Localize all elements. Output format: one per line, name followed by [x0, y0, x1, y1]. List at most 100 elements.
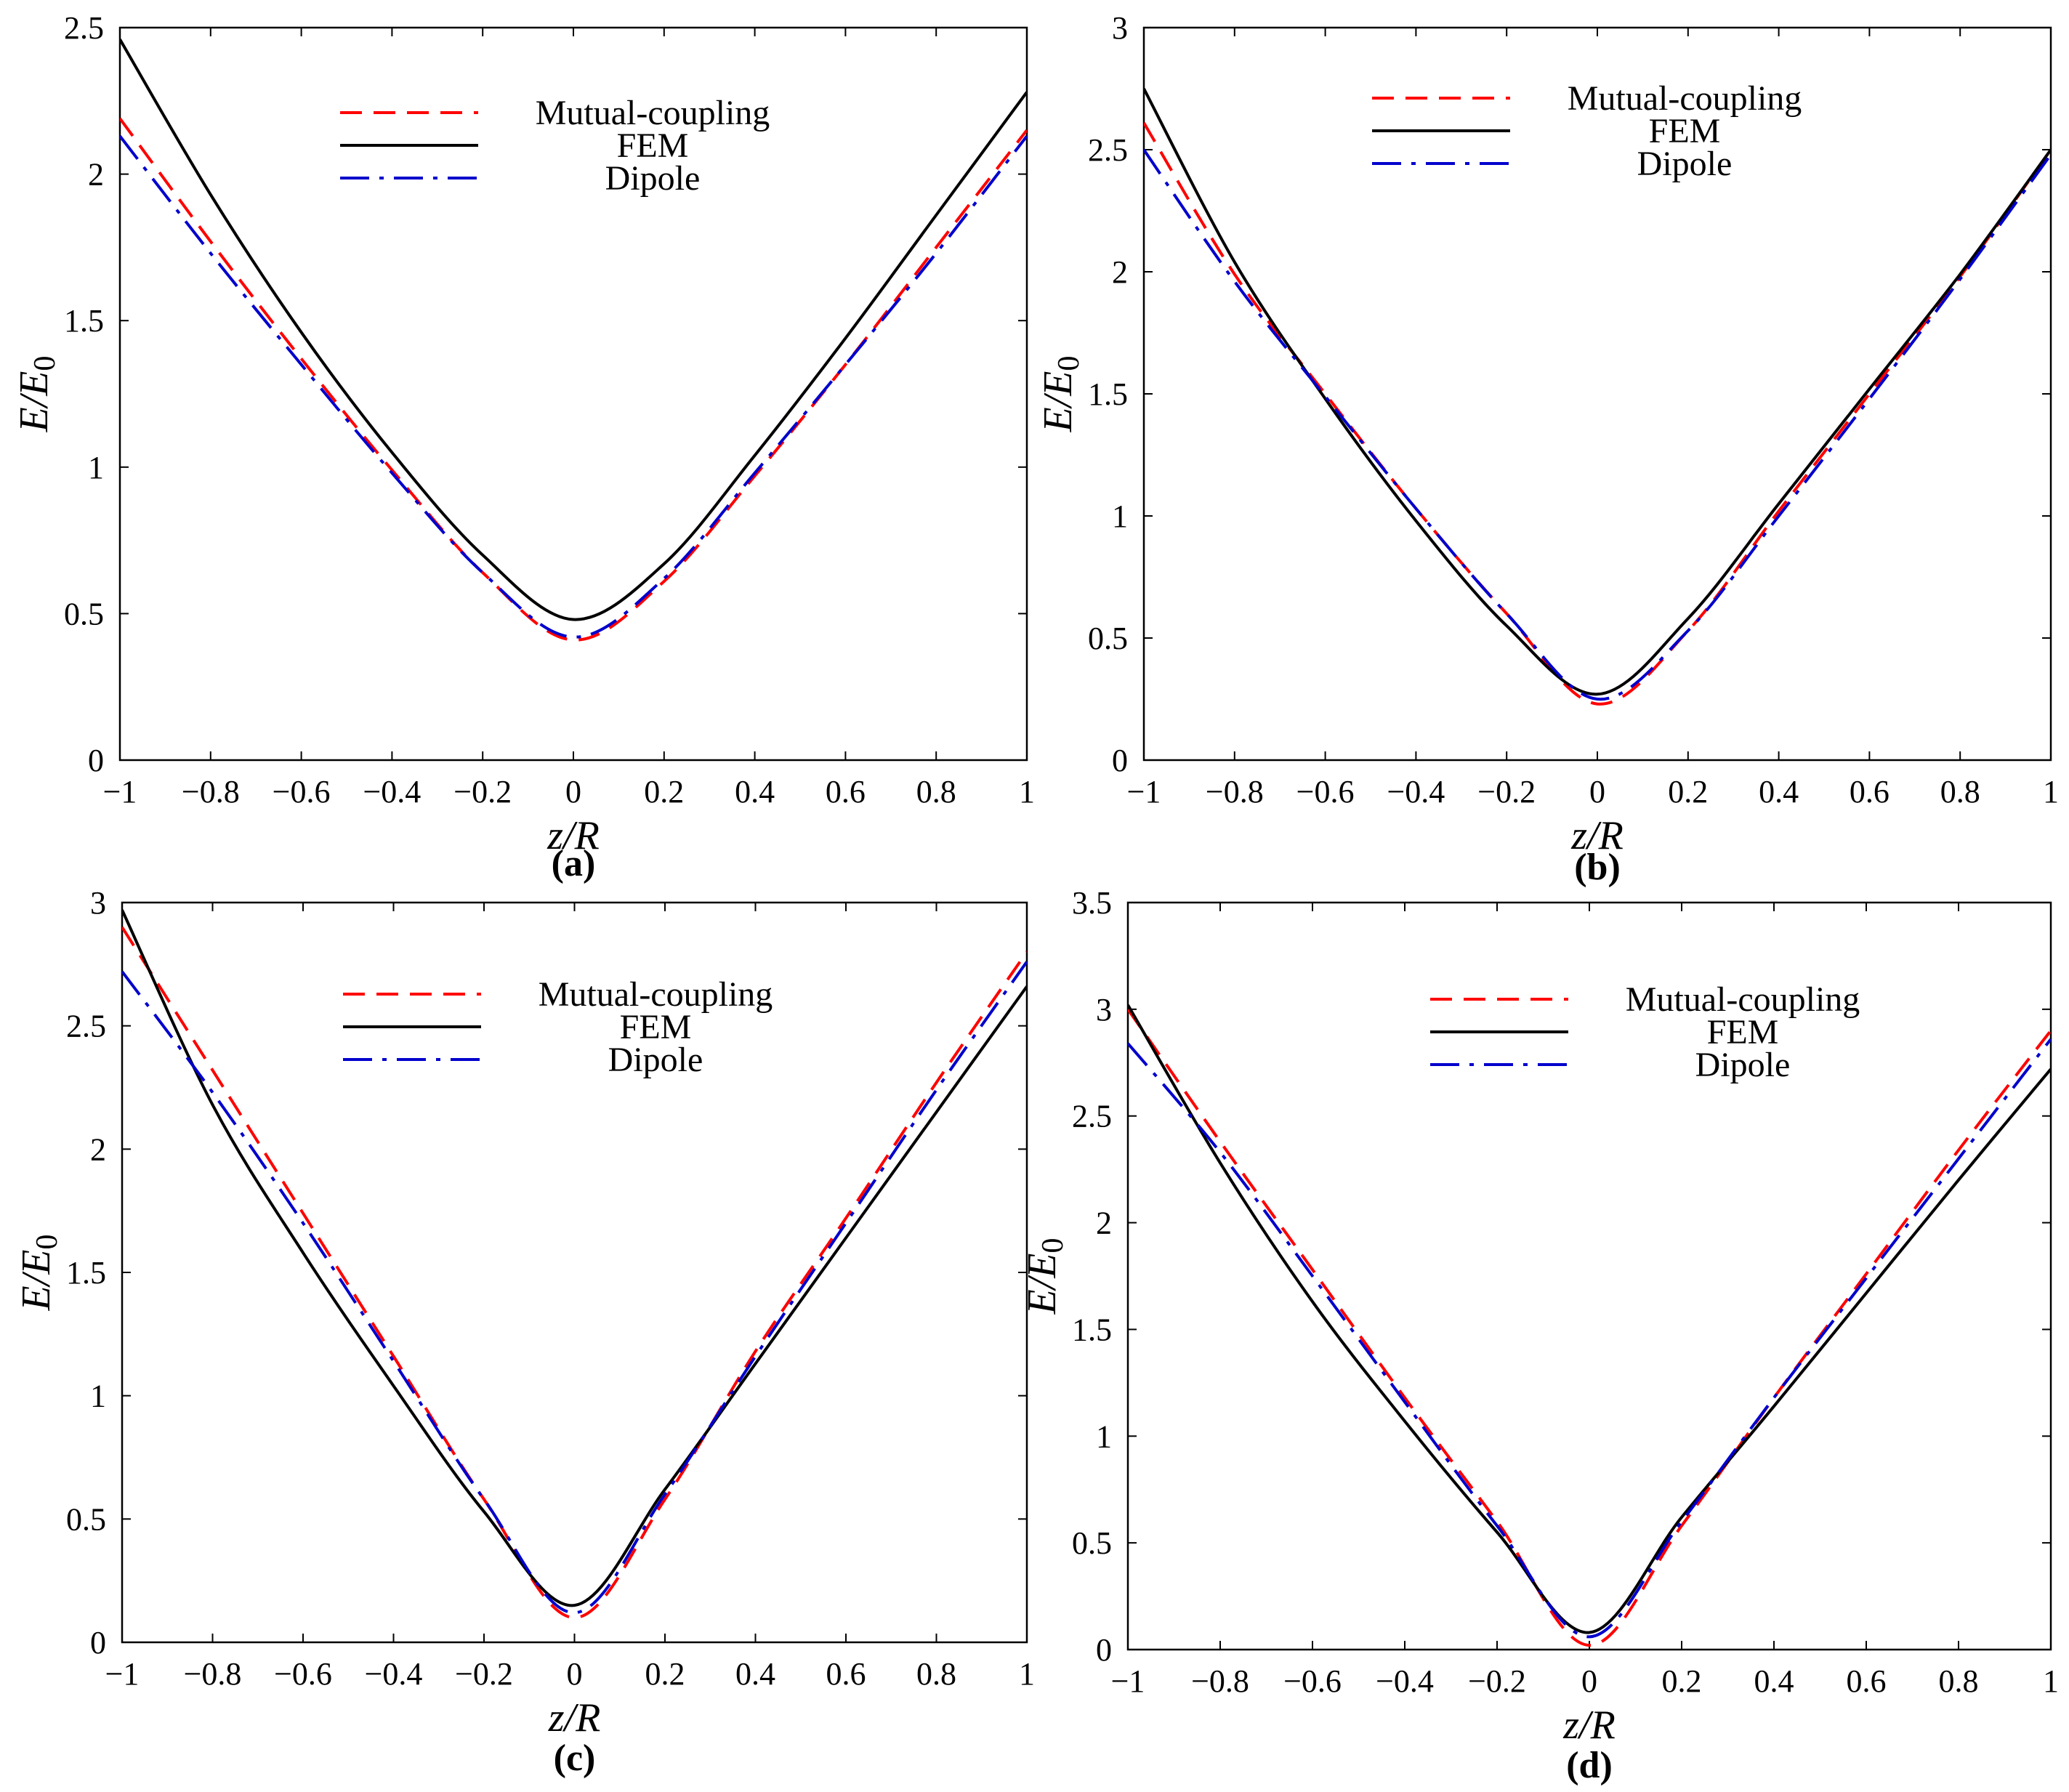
x-axis-label: z/R: [547, 813, 600, 858]
plot-frame: [1142, 26, 2052, 762]
y-tick-label: 3.5: [1072, 885, 1112, 921]
y-tick-label: 3: [1096, 992, 1112, 1028]
plot-frame: [118, 26, 1028, 762]
y-tick-label: 0: [1096, 1632, 1112, 1668]
legend-label-fem: FEM: [1649, 112, 1721, 150]
y-tick-label: 0: [88, 743, 104, 778]
y-tick-label: 0: [90, 1625, 106, 1660]
x-tick-label: −0.4: [363, 774, 421, 810]
x-tick-label: −0.8: [184, 1656, 242, 1692]
panel-b: −1 −0.8 −0.6 −0.4 −0.2 0 0.2 0.4 0.6 0.8 1 0 0.5 1 1.5…: [1036, 10, 2059, 888]
series-line-dipole: [122, 961, 1027, 1615]
y-tick-label: 2.5: [1072, 1099, 1112, 1134]
panel-caption: (c): [554, 1737, 596, 1779]
x-tick-label: −0.8: [182, 774, 240, 810]
y-tick-label: 1.5: [1088, 376, 1128, 412]
y-tick-label: 2.5: [1088, 132, 1128, 168]
series-line-fem: [1128, 1004, 2051, 1634]
x-tick-label: −1: [103, 774, 137, 810]
x-tick-label: 0: [565, 774, 581, 810]
x-tick-label: −0.2: [1477, 774, 1536, 810]
x-axis-label: z/R: [548, 1695, 601, 1740]
x-tick-label: −0.6: [274, 1656, 332, 1692]
y-tick-label: 3: [1112, 10, 1128, 46]
y-tick-label: 2: [88, 157, 104, 193]
x-tick-label: 0.2: [1662, 1663, 1702, 1699]
x-tick-label: 0.4: [735, 774, 775, 810]
x-tick-label: −0.4: [1376, 1663, 1434, 1699]
y-tick-label: 1.5: [64, 303, 104, 339]
x-tick-label: −0.6: [1296, 774, 1355, 810]
y-axis-label: E/E0: [14, 1235, 64, 1312]
y-axis-label-main: E/E: [12, 371, 57, 433]
series-group: [1128, 1004, 2051, 1647]
y-axis-label-main: E/E: [1020, 1254, 1065, 1315]
y-axis-label-main: E/E: [1036, 371, 1081, 433]
series-group: [120, 39, 1027, 642]
series-group: [122, 909, 1027, 1620]
series-line-fem: [1144, 88, 2051, 696]
legend-label-mutual: Mutual-coupling: [539, 975, 773, 1014]
panel-c: −1 −0.8 −0.6 −0.4 −0.2 0 0.2 0.4 0.6 0.8 1 0 0.5 1 1.5…: [14, 885, 1035, 1779]
x-tick-label: −0.2: [455, 1656, 513, 1692]
x-tick-label: 0.6: [1847, 1663, 1887, 1699]
x-tick-label: −0.6: [1283, 1663, 1342, 1699]
x-tick-label: −0.2: [453, 774, 512, 810]
y-tick-label: 0.5: [1088, 621, 1128, 656]
x-tick-label: 1: [1019, 774, 1035, 810]
y-tick-label: 2.5: [66, 1009, 106, 1044]
series-line-mutual: [122, 926, 1027, 1620]
x-tick-label: 0.8: [916, 774, 956, 810]
x-tick-label: 0.6: [1850, 774, 1889, 810]
legend-label-mutual: Mutual-coupling: [1568, 79, 1802, 118]
y-tick-label: 2.5: [64, 10, 104, 46]
y-tick-label: 0.5: [1072, 1525, 1112, 1561]
series-line-dipole: [120, 134, 1027, 639]
series-line-dipole: [1144, 148, 2051, 701]
x-tick-label: −0.2: [1468, 1663, 1526, 1699]
x-tick-label: 0.4: [1759, 774, 1799, 810]
y-tick-label: 1.5: [1072, 1312, 1112, 1347]
x-tick-label: 0.2: [645, 1656, 685, 1692]
y-axis-label: E/E0: [1020, 1238, 1070, 1315]
x-tick-label: 1: [2043, 774, 2059, 810]
y-tick-label: 2: [1112, 254, 1128, 290]
y-axis-label-subscript: 0: [31, 1235, 64, 1250]
series-line-fem: [122, 909, 1027, 1607]
plot-frame: [1126, 901, 2052, 1651]
series-line-fem: [120, 39, 1027, 621]
y-axis-label-subscript: 0: [1036, 1238, 1070, 1254]
y-tick-label: 1: [1112, 499, 1128, 534]
y-tick-label: 0: [1112, 743, 1128, 778]
y-axis-label: E/E0: [1036, 356, 1086, 433]
y-axis-label-main: E/E: [14, 1250, 59, 1312]
y-tick-label: 1.5: [66, 1255, 106, 1291]
legend-label-mutual: Mutual-coupling: [1626, 980, 1860, 1019]
panel-caption: (a): [552, 843, 596, 884]
panel-caption: (d): [1566, 1745, 1613, 1786]
x-tick-label: 0.4: [1754, 1663, 1794, 1699]
x-tick-label: −0.8: [1206, 774, 1264, 810]
legend-label-dipole: Dipole: [1695, 1046, 1791, 1084]
x-tick-label: 0.2: [644, 774, 684, 810]
panel-d: −1 −0.8 −0.6 −0.4 −0.2 0 0.2 0.4 0.6 0.8 1 0 0.5 1 1.5…: [1020, 885, 2059, 1786]
x-axis-label: z/R: [1562, 1703, 1616, 1748]
y-axis-label-subscript: 0: [1052, 356, 1086, 371]
y-tick-label: 2: [90, 1131, 106, 1167]
legend-label-mutual: Mutual-coupling: [536, 94, 770, 132]
y-tick-label: 0.5: [64, 596, 104, 631]
x-tick-label: 0: [567, 1656, 583, 1692]
series-line-mutual: [1128, 1008, 2051, 1647]
x-tick-label: 0.8: [1939, 1663, 1979, 1699]
x-tick-label: 0.8: [916, 1656, 956, 1692]
y-tick-label: 1: [90, 1379, 106, 1414]
panel-caption: (b): [1574, 847, 1621, 888]
x-tick-label: −1: [1127, 774, 1161, 810]
x-tick-label: −1: [105, 1656, 140, 1692]
x-tick-label: 0.2: [1668, 774, 1708, 810]
x-tick-label: −0.4: [365, 1656, 423, 1692]
